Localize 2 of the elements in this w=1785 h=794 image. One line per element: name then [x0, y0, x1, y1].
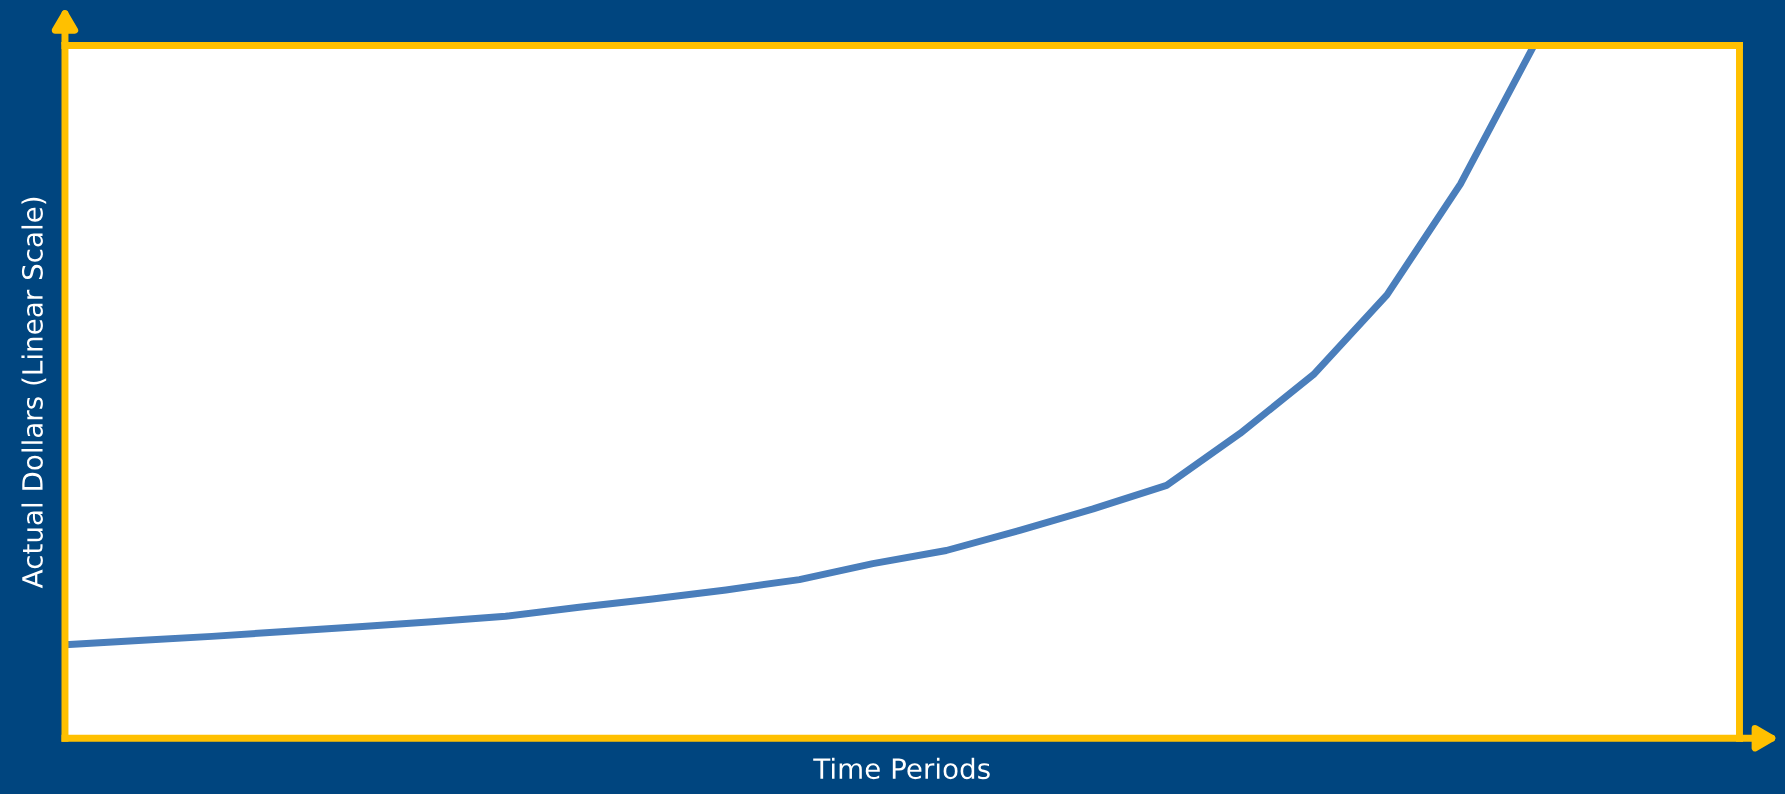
x-axis-title: Time Periods — [813, 757, 990, 780]
y-axis-title: Actual Dollars (Linear Scale) — [21, 197, 47, 589]
